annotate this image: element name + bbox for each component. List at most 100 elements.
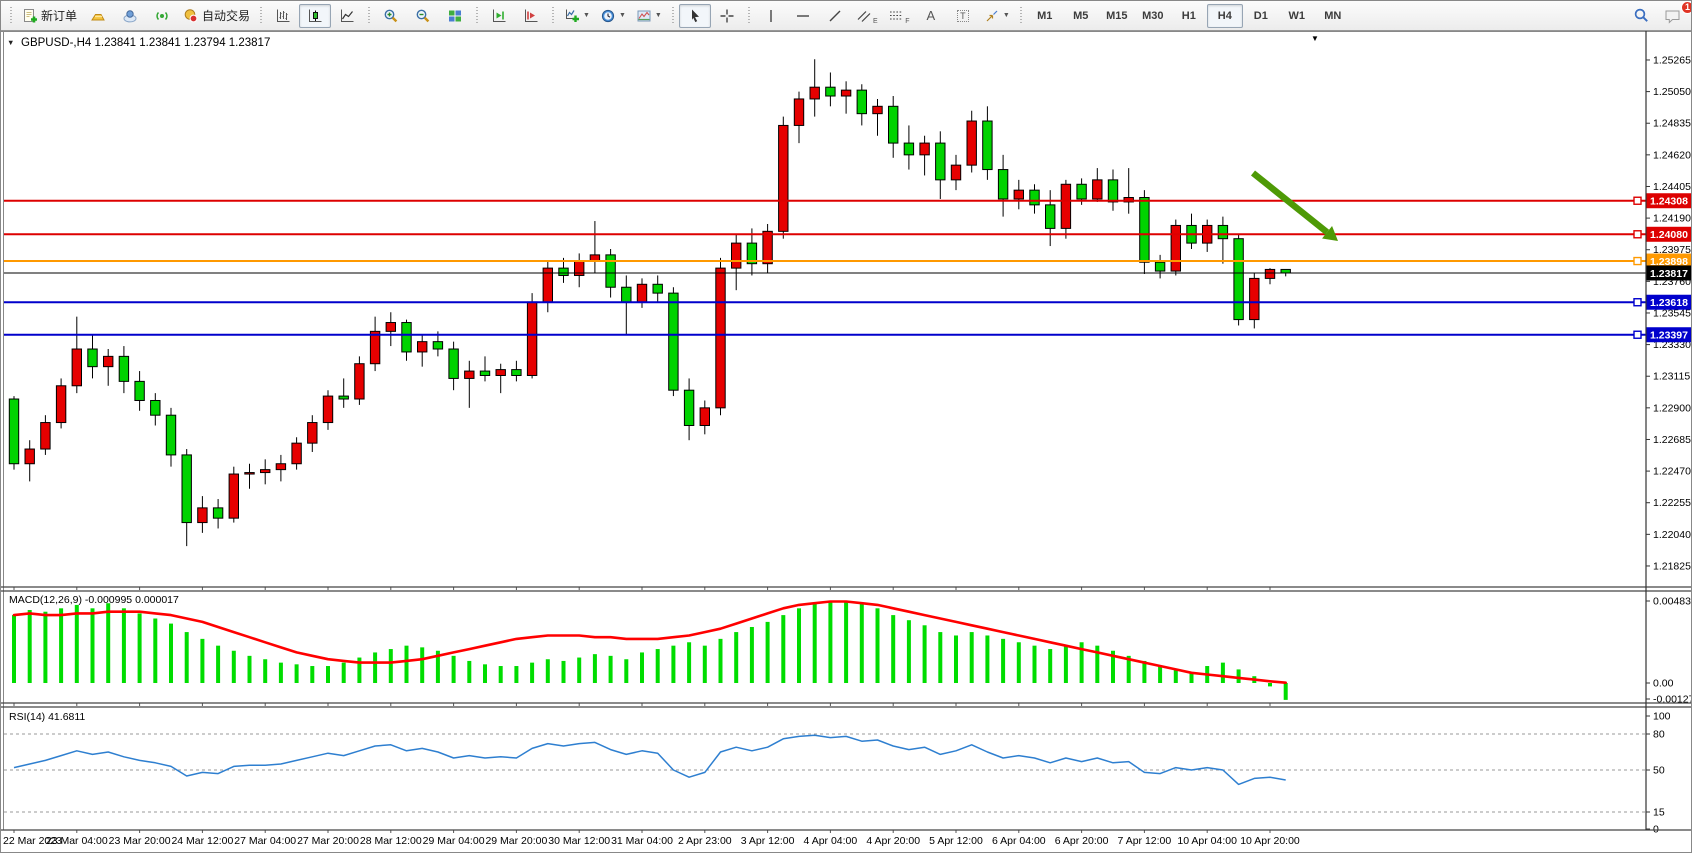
price-axis: 1.25265 1.25050 1.24835 1.24620 1.24405 1.241… — [1646, 54, 1691, 572]
toolbar-grip[interactable] — [475, 6, 480, 25]
trend-arrow[interactable] — [1250, 170, 1338, 241]
periods-button[interactable]: ▼ — [595, 4, 631, 28]
svg-text:23 Mar 20:00: 23 Mar 20:00 — [109, 835, 171, 847]
svg-text:27 Mar 04:00: 27 Mar 04:00 — [234, 835, 296, 847]
svg-text:4 Apr 20:00: 4 Apr 20:00 — [866, 835, 920, 847]
svg-text:-0.001273: -0.001273 — [1653, 694, 1692, 706]
templates-button[interactable]: ▼ — [631, 4, 667, 28]
fibonacci-tool-button[interactable]: F — [883, 4, 915, 28]
notification-badge: 1 — [1681, 1, 1691, 14]
auto-scroll-icon — [491, 8, 507, 24]
toolbar-grip[interactable] — [670, 6, 675, 25]
equidistant-channel-tool-button[interactable]: E — [851, 4, 883, 28]
vertical-line-tool-button[interactable] — [755, 4, 787, 28]
line-chart-icon — [339, 8, 355, 24]
trendline-tool-button[interactable] — [819, 4, 851, 28]
templates-dropdown-caret: ▼ — [654, 12, 662, 19]
horizontal-line-object[interactable]: 1.24308 — [4, 193, 1692, 209]
svg-text:1.22040: 1.22040 — [1653, 529, 1691, 541]
signal-button[interactable] — [146, 4, 178, 28]
main-toolbar: 新订单 自动交易 — [1, 1, 1691, 31]
new-order-icon — [22, 8, 38, 24]
timeframe-m5-button[interactable]: M5 — [1073, 9, 1089, 22]
timeframe-h4-button[interactable]: H4 — [1206, 3, 1243, 28]
cursor-tool-button[interactable] — [678, 3, 711, 28]
gold-button[interactable] — [82, 4, 114, 28]
timeframe-w1-button[interactable]: W1 — [1288, 9, 1306, 22]
auto-trading-button[interactable]: 自动交易 — [178, 4, 255, 28]
svg-text:1.25050: 1.25050 — [1653, 86, 1691, 98]
indicators-button[interactable]: ▼ — [559, 4, 595, 28]
new-order-button[interactable]: 新订单 — [17, 4, 82, 28]
chart-canvas[interactable]: 1.25265 1.25050 1.24835 1.24620 1.24405 1.241… — [1, 31, 1692, 853]
svg-text:31 Mar 04:00: 31 Mar 04:00 — [611, 835, 673, 847]
chart-shift-button[interactable] — [515, 4, 547, 28]
svg-text:1.22900: 1.22900 — [1653, 402, 1691, 414]
toolbar-grip[interactable] — [367, 6, 372, 25]
timeframe-h1-button[interactable]: H1 — [1181, 9, 1196, 22]
toolbar-grip[interactable] — [551, 6, 556, 25]
horizontal-line-object[interactable]: 1.23898 — [4, 253, 1692, 269]
svg-text:▼: ▼ — [7, 38, 14, 47]
toolbar-grip[interactable] — [259, 6, 264, 25]
auto-trading-icon — [183, 8, 199, 24]
horizontal-line-object[interactable]: 1.23618 — [4, 294, 1692, 310]
svg-text:29 Mar 04:00: 29 Mar 04:00 — [423, 835, 485, 847]
crosshair-tool-button[interactable] — [711, 4, 743, 28]
add-indicator-icon — [564, 8, 580, 24]
timeframe-mn-button[interactable]: MN — [1324, 9, 1342, 22]
toolbar-grip[interactable] — [746, 6, 751, 25]
chart-window[interactable]: 1.25265 1.25050 1.24835 1.24620 1.24405 1.241… — [1, 31, 1692, 853]
crosshair-icon — [719, 8, 735, 24]
svg-text:22 Mar 2023: 22 Mar 2023 — [3, 835, 62, 847]
chart-title: ▼ GBPUSD-,H4 1.23841 1.23841 1.23794 1.23… — [7, 34, 1319, 49]
svg-text:80: 80 — [1653, 729, 1665, 741]
svg-text:1.24620: 1.24620 — [1653, 149, 1691, 161]
text-tool-button[interactable]: A — [915, 4, 947, 28]
tile-windows-icon — [447, 8, 463, 24]
notifications-button[interactable]: 1 — [1657, 1, 1691, 28]
text-label-tool-button[interactable]: T — [947, 4, 979, 28]
toolbar-grip[interactable] — [1018, 6, 1023, 25]
svg-text:1.23817: 1.23817 — [1650, 268, 1688, 280]
toolbar-grip[interactable] — [9, 6, 13, 25]
horizontal-line-tool-button[interactable] — [787, 4, 819, 28]
svg-text:1.24405: 1.24405 — [1653, 181, 1691, 193]
line-chart-button[interactable] — [331, 4, 363, 28]
bar-chart-button[interactable] — [267, 4, 299, 28]
svg-text:1.24190: 1.24190 — [1653, 213, 1691, 225]
svg-text:1.23618: 1.23618 — [1650, 297, 1688, 309]
timeframe-m1-button[interactable]: M1 — [1037, 9, 1053, 22]
svg-text:1.21825: 1.21825 — [1653, 560, 1691, 572]
zoom-out-button[interactable] — [407, 4, 439, 28]
chart-shift-marker: ▼ — [1311, 34, 1319, 43]
svg-text:3 Apr 12:00: 3 Apr 12:00 — [741, 835, 795, 847]
zoom-in-button[interactable] — [375, 4, 407, 28]
search-button[interactable] — [1625, 4, 1657, 28]
horizontal-line-object[interactable]: 1.24080 — [4, 226, 1692, 242]
auto-scroll-button[interactable] — [483, 4, 515, 28]
horizontal-line-object[interactable]: 1.23817 — [4, 265, 1692, 281]
arrows-icon — [984, 8, 1000, 24]
svg-text:10 Apr 20:00: 10 Apr 20:00 — [1240, 835, 1300, 847]
timeframe-m30-button[interactable]: M30 — [1142, 9, 1164, 22]
svg-text:1.25265: 1.25265 — [1653, 54, 1691, 66]
pane-borders — [1, 31, 1691, 831]
candlestick-chart-button[interactable] — [299, 3, 332, 28]
horizontal-line-object[interactable]: 1.23397 — [4, 327, 1692, 343]
chat-bubble-icon — [1664, 8, 1682, 24]
tile-windows-button[interactable] — [439, 4, 471, 28]
svg-text:0.00: 0.00 — [1653, 678, 1674, 690]
cloud-upload-button[interactable] — [114, 4, 146, 28]
arrows-tool-button[interactable]: ▼ — [979, 4, 1015, 28]
timeframe-m15-button[interactable]: M15 — [1106, 9, 1128, 22]
timeframe-d1-button[interactable]: D1 — [1253, 9, 1268, 22]
svg-text:100: 100 — [1653, 711, 1671, 723]
svg-text:10 Apr 04:00: 10 Apr 04:00 — [1177, 835, 1237, 847]
horizontal-line-icon — [795, 8, 811, 24]
auto-trading-label: 自动交易 — [202, 9, 251, 23]
candlestick-chart-icon — [307, 8, 323, 24]
svg-text:6 Apr 20:00: 6 Apr 20:00 — [1055, 835, 1109, 847]
